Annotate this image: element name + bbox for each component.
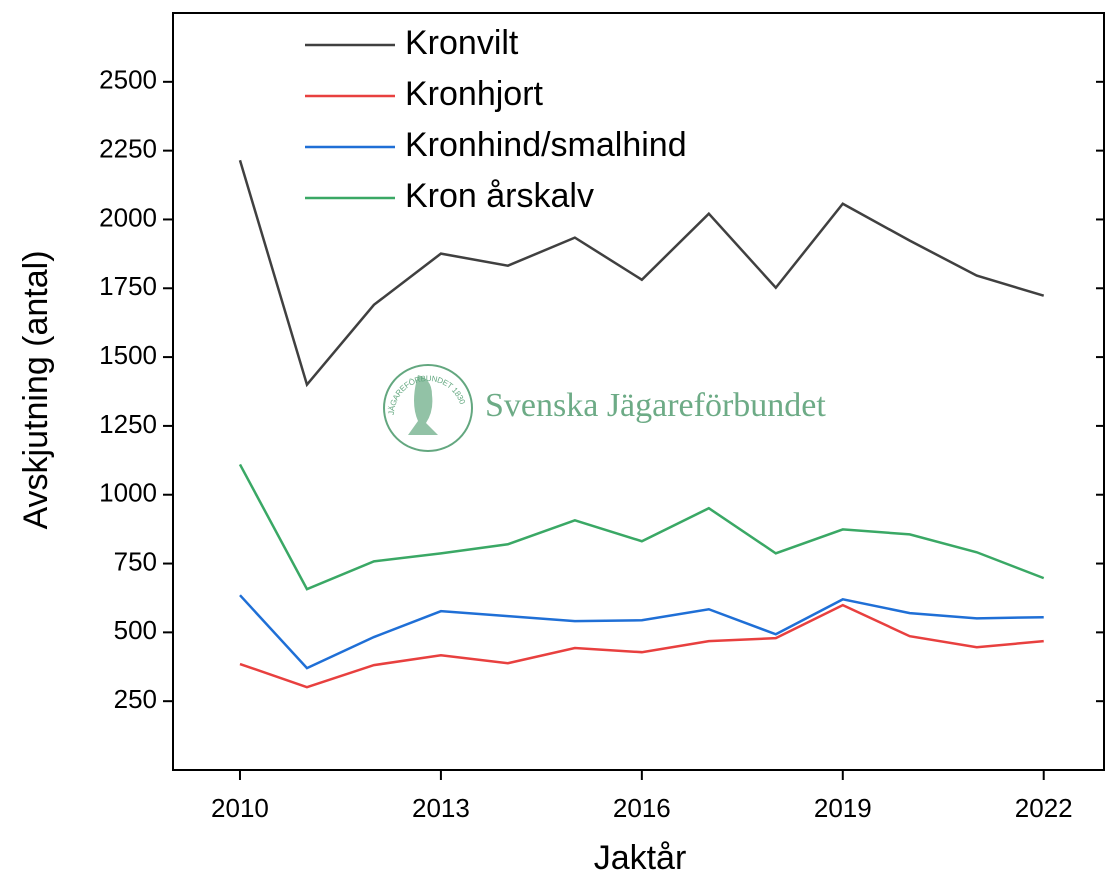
series-line xyxy=(239,603,1044,689)
series-line xyxy=(238,463,1045,591)
logo-ring xyxy=(383,364,473,452)
y-tick-label: 2000 xyxy=(99,202,157,232)
y-tick-label: 2250 xyxy=(99,134,157,164)
watermark-text: Svenska Jägareförbundet xyxy=(485,387,826,424)
legend-label: Kron årskalv xyxy=(405,177,594,215)
legend-label: Kronvilt xyxy=(405,24,519,62)
watermark: JÄGAREFÖRBUNDET 1830 Svenska Jägareförbu… xyxy=(383,364,826,452)
y-tick-label: 750 xyxy=(114,546,157,576)
y-tick-label: 500 xyxy=(114,615,157,645)
y-axis-label: Avskjutning (antal) xyxy=(17,250,55,529)
y-tick-label: 1500 xyxy=(99,340,157,370)
x-tick-label: 2010 xyxy=(211,793,269,823)
plot-frame xyxy=(172,12,1105,771)
y-tick-label: 1000 xyxy=(99,478,157,508)
logo-bird xyxy=(408,375,438,435)
legend-label: Kronhind/smalhind xyxy=(405,126,687,164)
y-tick-label: 1750 xyxy=(99,271,157,301)
x-tick-label: 2019 xyxy=(814,793,872,823)
y-tick-label: 250 xyxy=(114,684,157,714)
legend-label: Kronhjort xyxy=(405,75,544,113)
y-tick-label: 2500 xyxy=(99,65,157,95)
series-line xyxy=(238,159,1045,388)
x-tick-label: 2016 xyxy=(613,793,671,823)
x-tick-label: 2022 xyxy=(1015,793,1073,823)
y-tick-label: 1250 xyxy=(99,409,157,439)
series-line xyxy=(239,594,1044,670)
x-tick-label: 2013 xyxy=(412,793,470,823)
x-axis-label: Jaktår xyxy=(594,839,687,877)
